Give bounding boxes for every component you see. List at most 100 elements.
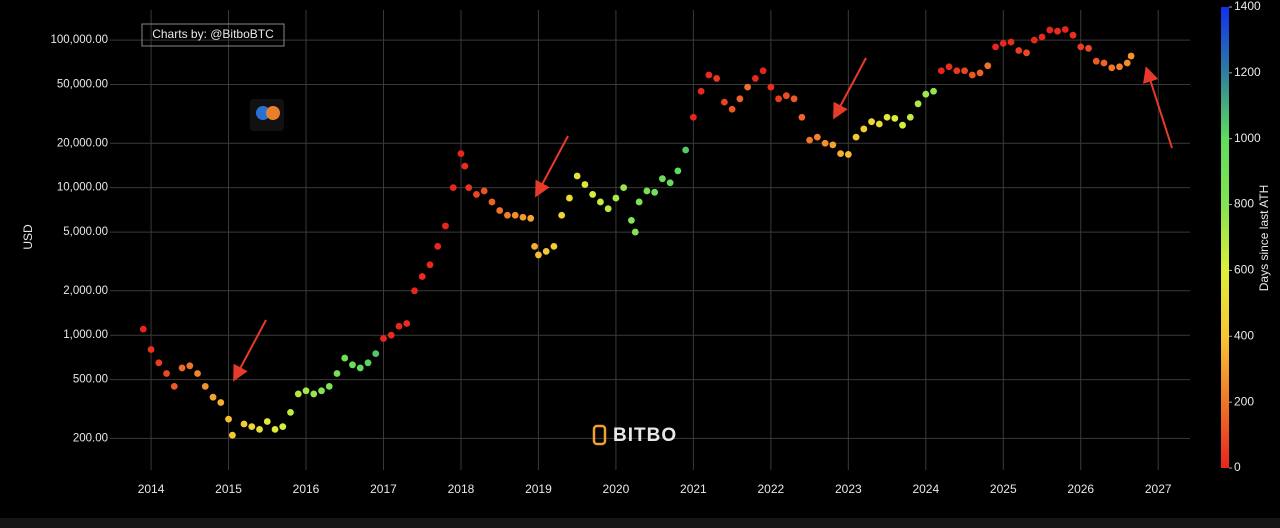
point [1085, 44, 1092, 52]
point [1069, 31, 1077, 39]
point [1100, 59, 1108, 67]
point [635, 198, 643, 206]
point [240, 420, 248, 428]
point [604, 205, 612, 213]
point [953, 67, 961, 75]
point [573, 172, 581, 180]
colorbar-tick-label: 0 [1234, 460, 1241, 474]
point [310, 390, 318, 398]
colorbar-label: Days since last ATH [1257, 185, 1271, 291]
point [418, 273, 426, 280]
point [1023, 49, 1030, 57]
point [883, 113, 891, 121]
point [163, 370, 170, 377]
point [356, 364, 364, 372]
point [829, 141, 837, 149]
point [891, 114, 899, 122]
point [325, 382, 333, 390]
x-tick-label: 2021 [680, 482, 707, 496]
point [1007, 38, 1015, 46]
point [461, 162, 469, 170]
point [229, 431, 236, 439]
point [1030, 36, 1038, 44]
point [837, 150, 844, 158]
point [631, 228, 639, 236]
point [542, 247, 550, 255]
point [465, 184, 473, 192]
point [449, 184, 457, 192]
point [217, 399, 225, 406]
point [372, 350, 380, 358]
credit-box [141, 23, 285, 47]
point [380, 335, 387, 342]
point [597, 198, 604, 206]
point [364, 359, 372, 367]
point [395, 322, 403, 330]
colorbar-tick-label: 1200 [1234, 65, 1261, 79]
point [1127, 52, 1135, 60]
point [279, 423, 287, 431]
point [899, 121, 906, 129]
point [186, 362, 194, 370]
point [558, 211, 566, 219]
y-tick-label: 100,000.00 [50, 34, 108, 46]
point [256, 425, 263, 433]
point [201, 382, 209, 390]
x-tick-label: 2023 [835, 482, 862, 496]
point [147, 346, 155, 353]
y-tick-label: 200.00 [73, 432, 108, 444]
point [682, 146, 690, 154]
point [705, 71, 713, 79]
point [689, 113, 697, 121]
point [473, 191, 480, 198]
y-tick-label: 10,000.00 [57, 182, 108, 194]
point [906, 113, 914, 121]
x-tick-label: 2015 [215, 482, 242, 496]
x-tick-label: 2022 [758, 482, 785, 496]
point [782, 92, 790, 100]
point [566, 194, 573, 202]
point [511, 211, 519, 219]
colorbar-tick-label: 800 [1234, 197, 1254, 211]
y-axis-label: USD [21, 224, 35, 250]
colorbar-tick-label: 1400 [1234, 0, 1261, 13]
x-tick-label: 2020 [603, 482, 630, 496]
point [628, 216, 635, 224]
plot-area: 200.00 500.00 1,000.00 2,000.00 5,000.00 10,0… [50, 10, 1190, 496]
colorbar-tick-label: 600 [1234, 263, 1254, 277]
point [775, 95, 783, 103]
point [937, 67, 945, 75]
point [860, 125, 868, 133]
point [976, 69, 984, 77]
x-tick-label: 2016 [293, 482, 320, 496]
point [1015, 47, 1023, 54]
x-tick-label: 2019 [525, 482, 552, 496]
y-tick-label: 5,000.00 [63, 226, 108, 238]
point [496, 207, 504, 214]
point [170, 382, 178, 390]
point [1054, 27, 1061, 35]
point [875, 120, 883, 128]
point [504, 211, 511, 219]
point [767, 83, 775, 91]
point [759, 67, 767, 75]
point [852, 133, 860, 141]
point [488, 198, 496, 206]
point [674, 167, 682, 175]
point [744, 83, 752, 91]
point [341, 354, 349, 362]
point [1061, 26, 1069, 33]
y-tick-label: 50,000.00 [57, 79, 108, 91]
point [968, 71, 976, 79]
colorbar-tick-label: 1000 [1234, 131, 1261, 145]
point [914, 100, 922, 108]
point [457, 150, 465, 158]
point [961, 67, 968, 75]
point [736, 95, 744, 103]
point [1092, 57, 1100, 65]
point [868, 118, 875, 126]
point [403, 320, 411, 327]
